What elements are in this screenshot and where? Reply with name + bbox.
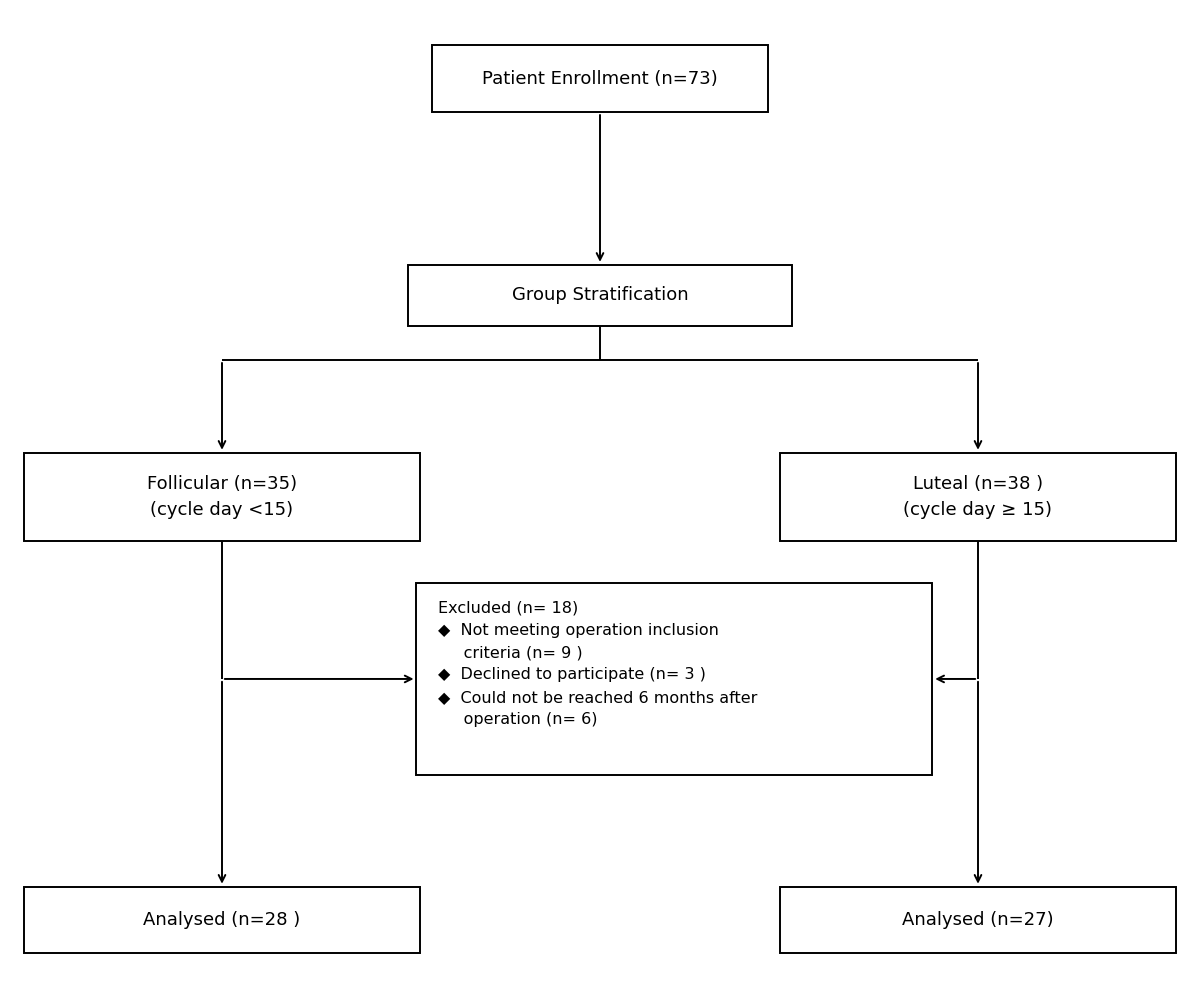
Text: Luteal (n=38 )
(cycle day ≥ 15): Luteal (n=38 ) (cycle day ≥ 15) (904, 474, 1052, 520)
Bar (780, 887, 1176, 953)
Bar (408, 265, 792, 326)
Text: Analysed (n=28 ): Analysed (n=28 ) (143, 911, 301, 929)
Bar (24, 453, 420, 541)
Text: Group Stratification: Group Stratification (511, 286, 689, 304)
Bar (24, 887, 420, 953)
Bar (780, 453, 1176, 541)
Text: Patient Enrollment (n=73): Patient Enrollment (n=73) (482, 70, 718, 88)
Text: Analysed (n=27): Analysed (n=27) (902, 911, 1054, 929)
Bar (432, 45, 768, 112)
Text: Excluded (n= 18)
◆  Not meeting operation inclusion
     criteria (n= 9 )
◆  Dec: Excluded (n= 18) ◆ Not meeting operation… (438, 600, 757, 727)
Text: Follicular (n=35)
(cycle day <15): Follicular (n=35) (cycle day <15) (146, 474, 298, 520)
Bar (416, 583, 932, 775)
